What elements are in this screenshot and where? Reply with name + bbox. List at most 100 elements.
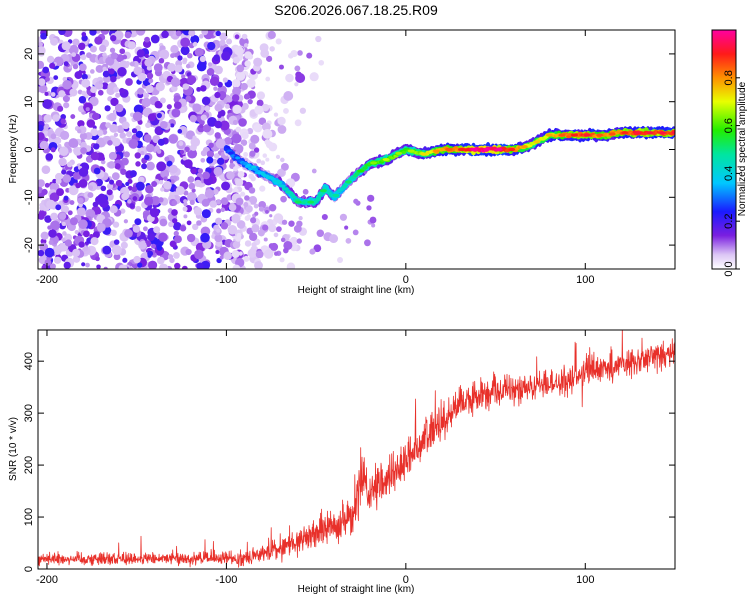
noise-speckle: [45, 153, 54, 161]
noise-speckle: [147, 233, 155, 242]
noise-speckle: [245, 205, 253, 213]
noise-speckle: [158, 197, 164, 203]
chart-title: S206.2026.067.18.25.R09: [274, 2, 438, 18]
noise-speckle: [265, 157, 270, 162]
noise-speckle: [251, 224, 260, 233]
noise-speckle: [135, 30, 146, 36]
noise-speckle: [198, 34, 204, 39]
noise-speckle: [108, 151, 117, 160]
noise-speckle: [168, 221, 174, 228]
noise-speckle: [90, 86, 97, 94]
noise-speckle: [169, 240, 177, 248]
noise-speckle: [61, 237, 66, 243]
noise-speckle: [61, 169, 67, 175]
noise-speckle: [62, 231, 67, 236]
ridge-peak: [395, 151, 403, 155]
noise-speckle: [127, 41, 136, 50]
noise-speckle: [143, 134, 152, 142]
noise-speckle: [171, 200, 178, 206]
noise-speckle: [219, 255, 224, 260]
noise-speckle: [100, 156, 105, 161]
noise-speckle: [119, 48, 126, 55]
noise-speckle: [113, 239, 120, 245]
noise-speckle: [353, 198, 359, 204]
x-tick-label: 0: [403, 274, 409, 286]
noise-speckle: [78, 42, 86, 51]
noise-speckle: [256, 91, 266, 100]
noise-speckle: [185, 248, 192, 256]
noise-speckle: [200, 232, 210, 243]
noise-speckle: [249, 150, 256, 157]
y-tick-label: -20: [23, 237, 35, 253]
noise-speckle: [185, 95, 192, 102]
noise-speckle: [98, 80, 103, 85]
noise-speckle: [135, 130, 144, 138]
noise-speckle: [41, 264, 48, 269]
y-tick-label: 300: [23, 404, 35, 422]
noise-speckle: [117, 66, 127, 77]
noise-speckle: [258, 206, 265, 212]
noise-speckle: [105, 122, 111, 128]
noise-speckle: [120, 168, 127, 175]
noise-speckle: [183, 159, 193, 169]
noise-speckle: [131, 186, 138, 193]
noise-speckle: [151, 243, 157, 249]
noise-speckle: [40, 238, 47, 245]
noise-speckle: [235, 197, 244, 206]
noise-speckle: [182, 83, 190, 90]
noise-speckle: [159, 97, 166, 104]
noise-speckle: [113, 253, 121, 261]
noise-speckle: [214, 132, 221, 139]
noise-speckle: [49, 263, 56, 269]
x-tick-label: 0: [403, 574, 409, 586]
noise-speckle: [316, 229, 325, 237]
noise-speckle: [74, 81, 79, 86]
noise-speckle: [42, 66, 50, 74]
noise-speckle: [231, 250, 240, 259]
noise-speckle: [95, 208, 102, 215]
noise-speckle: [232, 119, 238, 126]
noise-speckle: [170, 45, 179, 54]
noise-speckle: [108, 179, 115, 185]
noise-speckle: [173, 101, 182, 110]
noise-speckle: [53, 256, 62, 264]
noise-speckle: [97, 89, 104, 96]
noise-speckle: [234, 34, 240, 40]
noise-speckle: [231, 94, 240, 102]
noise-speckle: [110, 52, 118, 60]
noise-speckle: [55, 178, 62, 185]
noise-speckle: [50, 147, 56, 153]
noise-speckle: [318, 59, 325, 66]
noise-speckle: [125, 181, 130, 187]
snr-axes: -200 -100 0 100 0 100 200 300 400: [23, 330, 675, 586]
ridge-peak: [495, 147, 503, 152]
noise-speckle: [281, 219, 288, 225]
noise-speckle: [72, 248, 81, 257]
noise-speckle: [82, 246, 89, 252]
noise-speckle: [232, 264, 241, 269]
noise-speckle: [194, 179, 202, 187]
noise-speckle: [140, 150, 145, 156]
noise-speckle: [156, 256, 165, 265]
noise-speckle: [172, 218, 178, 224]
noise-speckle: [147, 250, 154, 257]
noise-speckle: [215, 217, 223, 225]
noise-speckle: [266, 55, 273, 62]
noise-speckle: [62, 95, 70, 103]
noise-speckle: [207, 62, 213, 67]
noise-speckle: [79, 132, 88, 140]
noise-speckle: [102, 245, 112, 255]
noise-speckle: [38, 60, 45, 69]
noise-speckle: [109, 205, 118, 214]
noise-speckle: [136, 49, 145, 58]
noise-speckle: [107, 140, 113, 146]
noise-speckle: [146, 72, 154, 80]
noise-speckle: [94, 36, 103, 45]
noise-speckle: [145, 84, 154, 94]
noise-speckle: [371, 223, 376, 228]
noise-speckle: [273, 213, 284, 223]
noise-speckle: [63, 195, 69, 201]
noise-speckle: [88, 185, 94, 191]
noise-speckle: [277, 125, 287, 134]
